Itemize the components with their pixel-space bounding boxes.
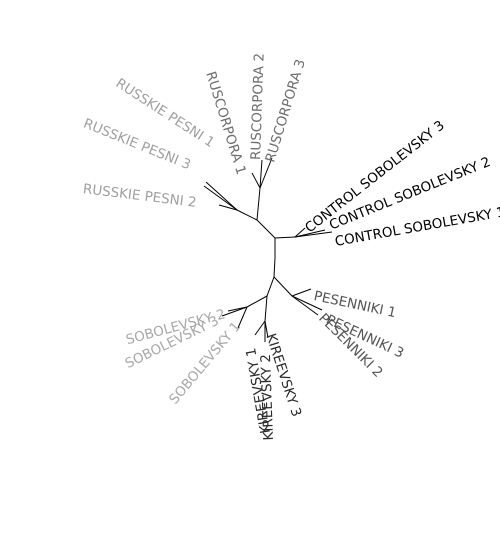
leaf-label-ruscorpora-2: RUSCORPORA 2 (248, 53, 268, 160)
leaf-branch (254, 320, 266, 336)
leaf-label-ruscorpora-1: RUSCORPORA 1 (202, 70, 249, 177)
leaf-branch (259, 159, 263, 189)
leaf-branch (291, 288, 312, 297)
leaf-branch (203, 185, 238, 211)
leaf-label-ruscorpora-3: RUSCORPORA 3 (262, 57, 309, 164)
leaf-branch (205, 181, 238, 211)
leaf-label-kireevsky-2: KIREEVSKY 2 (258, 354, 277, 441)
leaf-branch (294, 231, 333, 238)
tree-branch (256, 219, 276, 239)
tree-branch (273, 257, 276, 278)
tree-branch (246, 295, 268, 308)
leaf-branch (264, 320, 269, 339)
tree-branch (256, 187, 261, 221)
leaf-branch (259, 157, 273, 189)
tree-branch (273, 276, 293, 297)
leaf-branch (291, 295, 323, 311)
leaf-branch (237, 306, 248, 329)
tree-branch (274, 236, 296, 239)
tree-branch (266, 276, 275, 297)
tree-branch (264, 295, 268, 322)
leaf-branch (251, 172, 261, 189)
leaf-branch (294, 227, 306, 238)
leaf-branch (221, 306, 248, 317)
leaf-branch (218, 204, 238, 211)
tree-branch (236, 209, 258, 221)
leaf-label-russkie-3: RUSSKIE PESNI 2 (82, 181, 197, 211)
leaf-branch (291, 295, 319, 316)
